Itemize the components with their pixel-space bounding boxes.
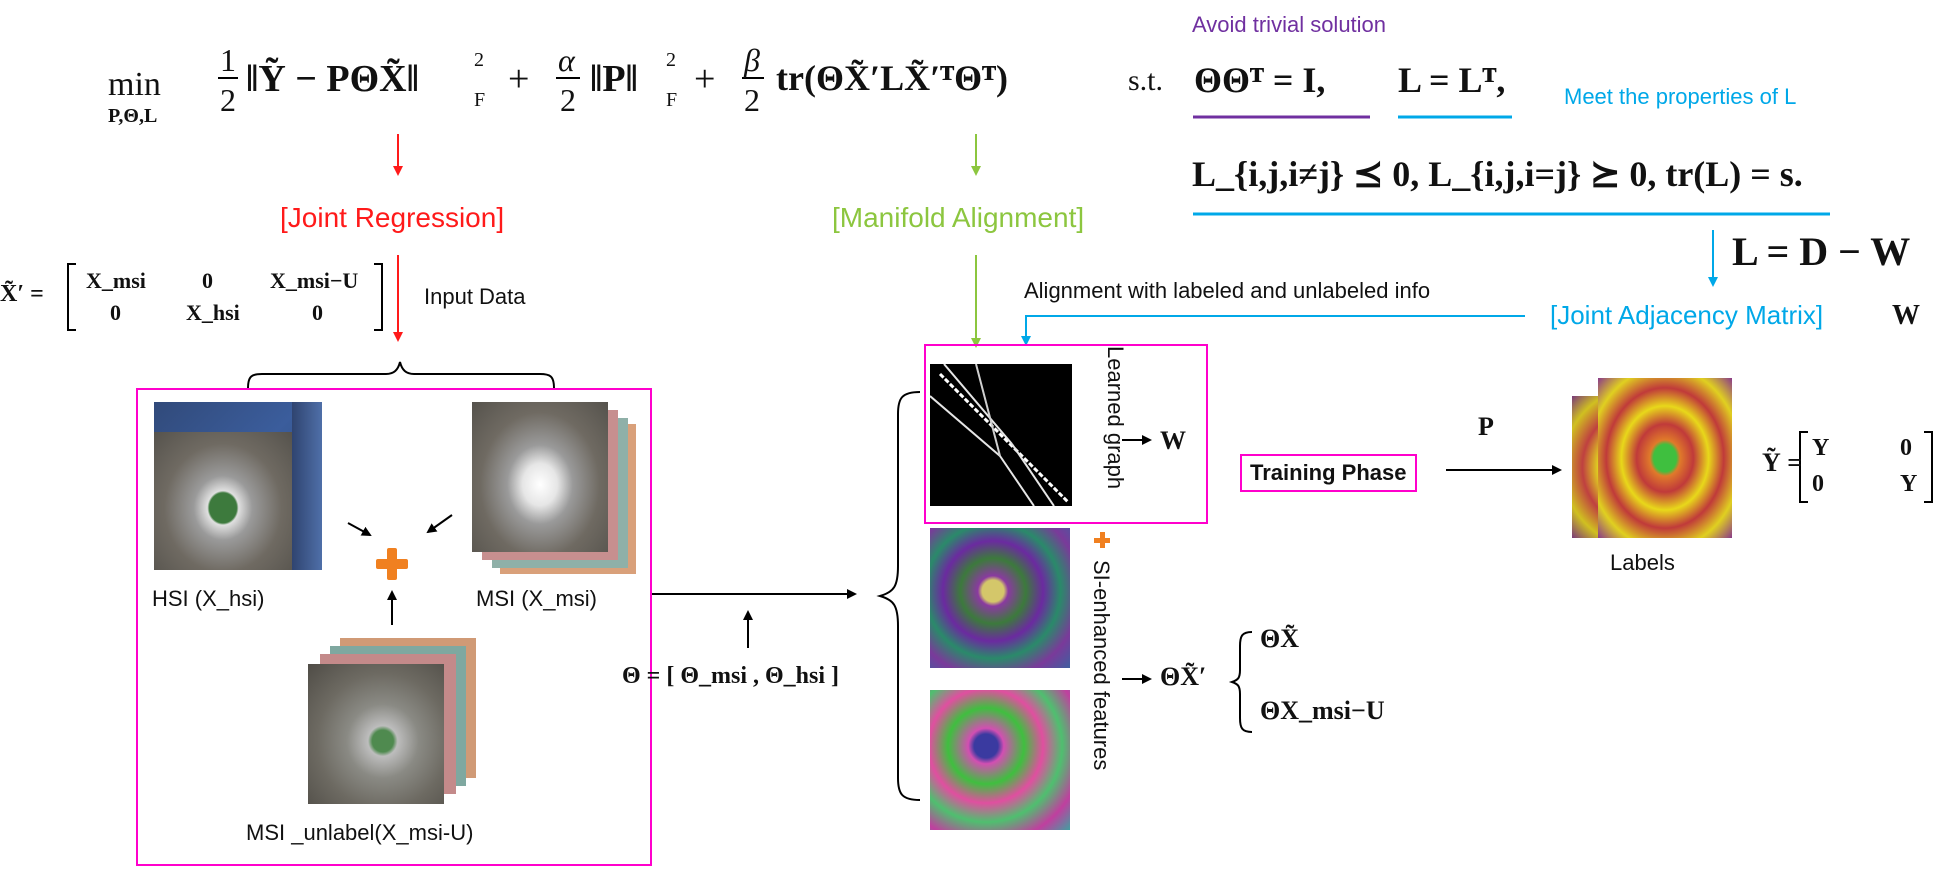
arrow-alignment-to-graph xyxy=(1021,315,1525,346)
msi-unlabel-label: MSI _unlabel(X_msi-U) xyxy=(246,820,474,845)
obj-alpha-den: 2 xyxy=(560,82,576,118)
obj-half-den: 2 xyxy=(220,82,236,118)
learned-graph-image xyxy=(930,364,1072,506)
joint-adjacency-label: [Joint Adjacency Matrix] xyxy=(1550,300,1824,330)
si-features-label: SI-enhanced features xyxy=(1089,560,1114,771)
x-matrix-cell-0-0: X_msi xyxy=(86,268,146,293)
constraint-laplacian: L_{i,j,i≠j} ⪯ 0, L_{i,j,i=j} ⪰ 0, tr(L) … xyxy=(1192,154,1803,194)
x-matrix-cell-1-0: 0 xyxy=(110,300,121,325)
manifold-alignment-label: [Manifold Alignment] xyxy=(832,202,1085,233)
y-tilde-brackets xyxy=(1799,431,1933,503)
hsi-cube-image xyxy=(154,402,322,570)
constraint-symmetric: L = Lᵀ, xyxy=(1398,60,1506,100)
obj-term-regression: ‖Ỹ − PΘX̃‖ xyxy=(246,58,419,100)
arrow-hsi-to-plus xyxy=(347,522,372,536)
labels-caption: Labels xyxy=(1610,550,1675,575)
constraint-orthogonal: ΘΘᵀ = I, xyxy=(1194,60,1326,100)
labels-map-front-image xyxy=(1598,378,1732,538)
x-matrix-cell-0-2: X_msi−U xyxy=(270,268,359,293)
obj-beta: β xyxy=(744,42,760,78)
joint-adjacency-w: W xyxy=(1892,300,1920,331)
features-brace xyxy=(876,391,921,801)
joint-regression-label: [Joint Regression] xyxy=(280,202,505,233)
msi-unlabel-cube-image xyxy=(308,638,476,804)
y-matrix-cell-1-1: Y xyxy=(1900,471,1918,497)
y-matrix-cell-0-0: Y xyxy=(1812,435,1830,461)
output-theta-x: ΘX̃ xyxy=(1260,624,1299,653)
x-tilde-lhs: X̃′ = xyxy=(0,281,44,307)
output-brace xyxy=(1228,631,1253,733)
feature-map-2-image xyxy=(930,690,1070,830)
input-data-label: Input Data xyxy=(424,284,526,309)
obj-alpha: α xyxy=(558,42,575,78)
obj-plus-2: + xyxy=(694,58,716,100)
obj-term1-sup: 2 xyxy=(474,49,484,71)
fusion-plus-icon xyxy=(376,548,408,580)
learned-graph-w: W xyxy=(1160,426,1186,455)
arrow-msi-to-plus xyxy=(426,514,453,534)
feature-map-1-image xyxy=(930,528,1070,668)
obj-min: min xyxy=(108,66,161,103)
obj-term-regularizer: ‖P‖ xyxy=(590,58,638,100)
x-matrix-cell-1-1: X_hsi xyxy=(186,300,240,325)
meet-properties-label: Meet the properties of L xyxy=(1564,84,1797,109)
input-data-box xyxy=(136,388,652,866)
x-tilde-brackets xyxy=(67,263,383,331)
obj-half-num: 1 xyxy=(220,42,236,78)
y-tilde-lhs: Ỹ = xyxy=(1762,448,1803,477)
theta-x-prime: ΘX̃′ xyxy=(1160,662,1207,691)
learned-graph-box xyxy=(924,344,1208,524)
hsi-label: HSI (X_hsi) xyxy=(152,586,265,611)
obj-term2-sub: F xyxy=(666,89,678,111)
alignment-label: Alignment with labeled and unlabeled inf… xyxy=(1024,278,1431,303)
obj-term1-sub: F xyxy=(474,89,486,111)
obj-term-manifold: tr(ΘX̃′LX̃′ᵀΘᵀ) xyxy=(776,58,1008,98)
theta-definition: Θ = [ Θ_msi , Θ_hsi ] xyxy=(622,663,840,689)
obj-beta-den: 2 xyxy=(744,82,760,118)
x-matrix-cell-1-2: 0 xyxy=(312,300,323,325)
obj-vars: P,Θ,L xyxy=(108,105,158,127)
y-matrix-cell-0-1: 0 xyxy=(1900,435,1912,461)
projection-p: P xyxy=(1478,412,1494,441)
obj-plus-1: + xyxy=(508,58,530,100)
avoid-trivial-label: Avoid trivial solution xyxy=(1192,12,1387,37)
ldw-equation: L = D − W xyxy=(1732,229,1911,274)
y-matrix-cell-1-0: 0 xyxy=(1812,471,1824,497)
training-phase-button[interactable]: Training Phase xyxy=(1240,454,1417,492)
msi-cube-image xyxy=(472,402,636,578)
msi-label: MSI (X_msi) xyxy=(476,586,597,611)
output-theta-x-unlabel: ΘX_msi−U xyxy=(1260,696,1385,725)
input-brace xyxy=(247,361,555,389)
learned-graph-label: Learned graph xyxy=(1103,346,1128,490)
obj-st: s.t. xyxy=(1128,64,1164,97)
x-matrix-cell-0-1: 0 xyxy=(202,268,213,293)
feature-plus-icon xyxy=(1094,532,1110,548)
obj-term2-sup: 2 xyxy=(666,49,676,71)
